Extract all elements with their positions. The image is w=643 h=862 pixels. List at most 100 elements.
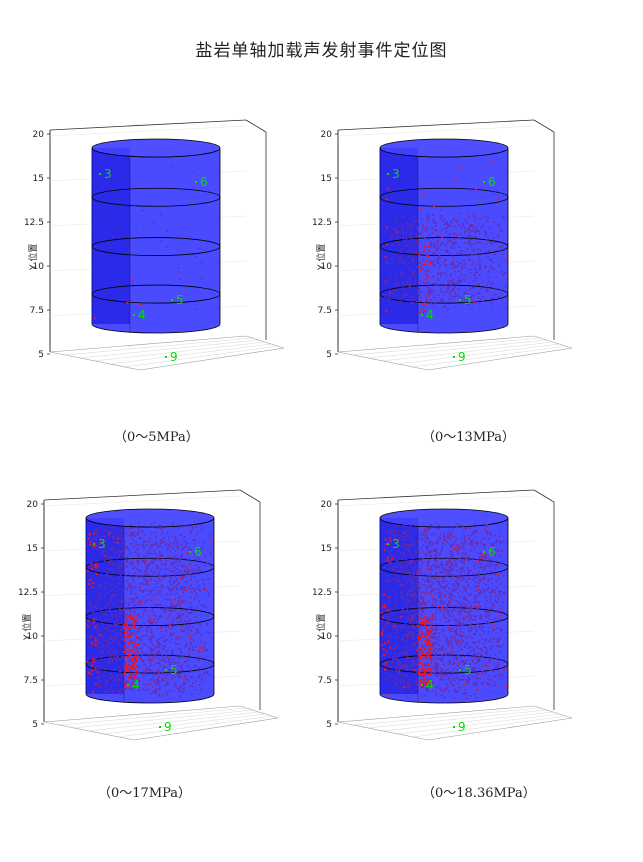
ae-event-point [464,644,467,647]
ae-event-point [485,216,487,219]
ae-event-point-red [386,609,389,612]
ae-event-point-red [430,644,433,647]
ae-event-point [456,669,459,671]
ae-event-point [445,569,447,572]
ae-event-point [472,682,475,685]
ae-event-point [481,665,484,667]
ae-event-point [484,640,486,643]
ae-event-point [424,648,427,651]
ae-event-point [402,666,404,668]
ae-event-point [150,638,152,640]
ae-event-point [454,586,457,589]
sensor-marker [453,356,455,358]
ae-event-point [463,250,466,253]
ae-event-point [438,536,441,538]
ae-event-point-red [475,604,478,607]
ae-event-point [169,640,171,643]
ae-event-point [495,242,497,244]
ae-event-point-red [421,302,424,305]
ae-event-point [475,589,477,592]
ae-event-point [120,551,122,554]
ae-event-point [437,262,440,265]
ae-event-point [484,589,486,592]
ae-event-point-red [123,671,126,674]
ae-event-point-red [199,646,202,649]
ae-event-point [181,656,183,658]
ae-event-point-red [426,651,428,653]
ae-event-point [136,637,138,639]
ae-event-point [99,652,101,654]
ae-event-point [406,676,409,679]
ae-event-point [463,259,466,262]
ae-event-point [114,678,117,680]
ae-event-point [395,237,398,239]
ae-event-point-red [384,543,387,546]
ae-event-point [477,607,479,610]
ae-event-point [155,656,158,658]
ae-event-point [491,608,494,611]
ae-event-point [401,280,403,283]
ae-event-point-red [131,657,134,660]
ae-event-point [451,605,453,608]
ae-event-point [473,577,475,579]
ae-event-point [389,567,391,570]
ae-event-point [394,581,397,583]
ae-event-point [428,559,430,562]
ae-event-point [420,675,423,677]
ae-event-point [170,577,172,579]
ae-event-point-red [476,688,479,691]
ae-event-point [489,595,492,597]
ae-event-point-red [133,661,136,664]
ae-event-point [131,665,133,667]
ae-event-point [428,624,431,626]
ae-event-point [126,560,128,562]
ae-event-point [480,539,482,542]
ae-event-point [154,603,156,606]
ae-event-point-red [423,616,426,618]
ae-event-point [457,253,459,255]
ae-event-point [451,647,453,649]
ae-event-point-red [181,601,184,604]
ae-event-point [493,638,495,640]
ae-event-point [435,610,438,612]
ae-event-point [451,573,453,576]
ae-event-point [421,561,424,564]
ae-event-point [446,561,448,563]
ae-event-point [449,661,451,663]
ae-event-point-red [189,635,192,638]
ae-event-point [412,625,414,628]
ae-event-point [430,524,432,526]
ae-event-point [184,540,186,543]
ae-event-point [208,663,211,665]
ae-event-point [150,546,153,548]
ae-event-point [487,678,489,681]
ae-event-point [419,607,421,610]
ae-event-point-red [454,548,457,551]
ae-event-point [118,569,121,572]
ae-event-point [163,640,165,643]
ae-event-point [407,571,410,574]
ae-event-point [485,614,487,616]
ae-event-point-red [128,644,131,647]
ae-event-point [502,659,505,661]
ae-event-point [410,586,412,588]
ae-event-point [455,242,457,244]
ae-event-point [401,251,404,254]
ae-event-point [435,674,438,676]
ae-event-point [196,548,198,550]
ae-event-point [111,559,113,562]
ae-event-point [432,214,434,216]
ae-event-point [418,635,421,638]
ae-event-point [159,643,161,645]
ae-event-point [456,600,459,602]
ae-event-point [441,548,443,550]
ae-event-point [425,299,428,301]
ae-event-point [102,544,105,547]
ae-event-point [102,554,104,556]
ae-event-point [145,689,147,691]
ae-event-point [437,294,440,296]
ae-event-point-red [420,682,423,685]
ae-event-point [400,274,402,277]
ae-event-point [95,654,97,657]
ae-event-point [130,591,133,593]
